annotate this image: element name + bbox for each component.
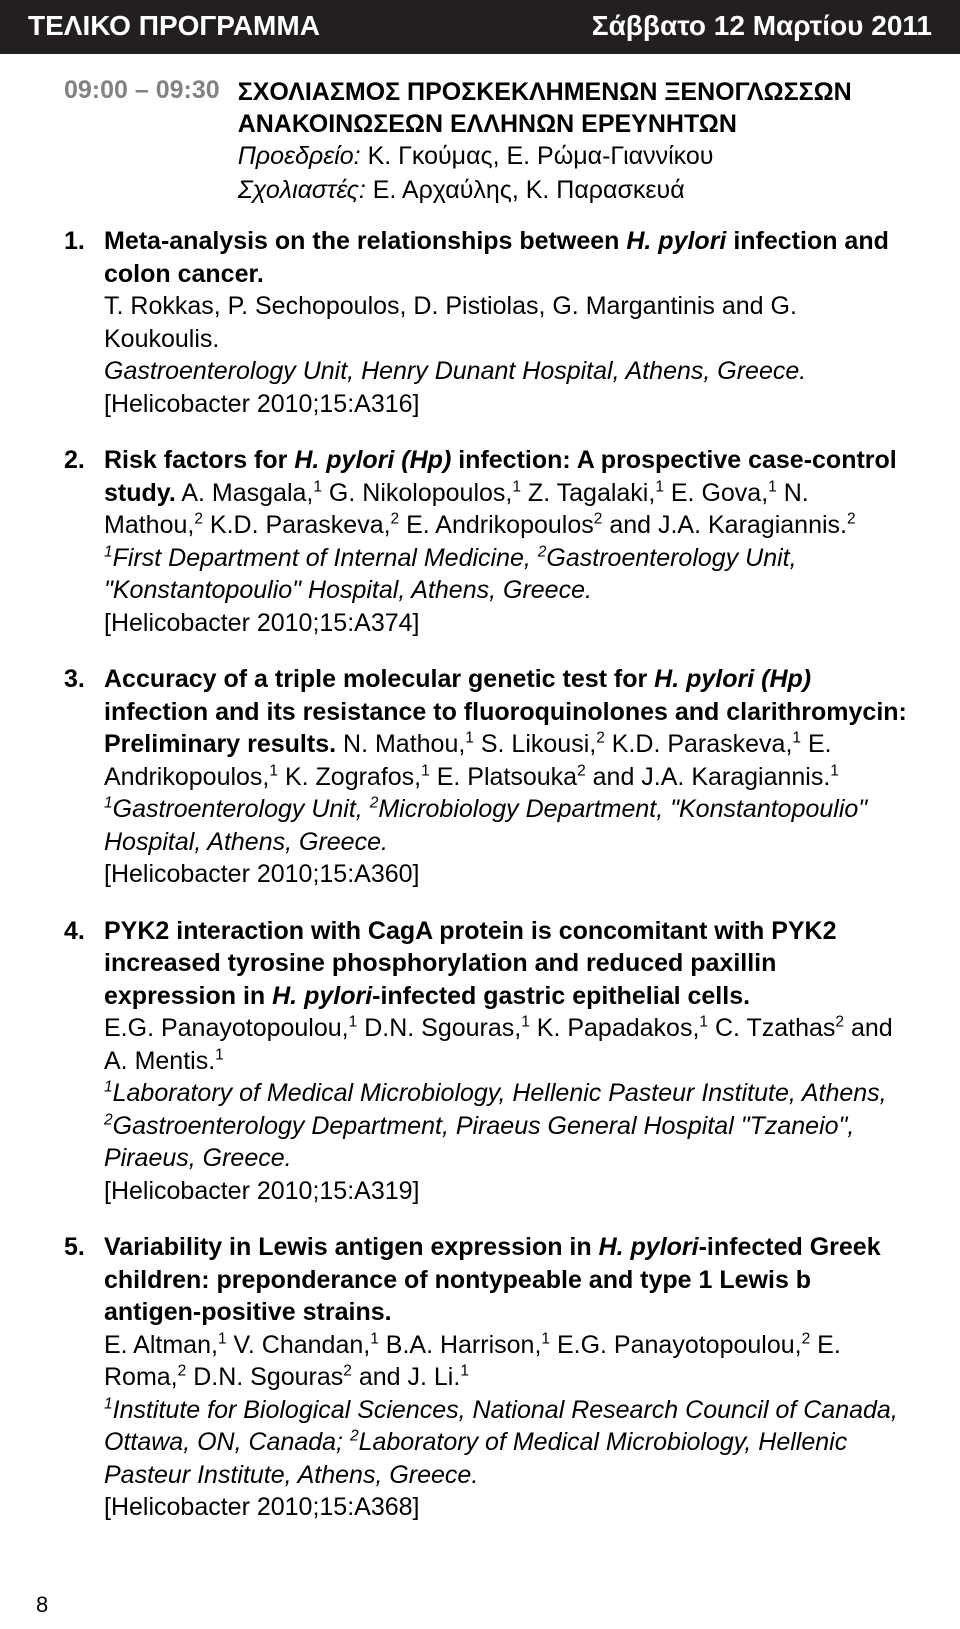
- session-title-line2: ΑΝΑΚΟΙΝΩΣΕΩΝ ΕΛΛΗΝΩΝ ΕΡΕΥΝΗΤΩΝ: [238, 108, 852, 140]
- session-title-line1: ΣΧΟΛΙΑΣΜΟΣ ΠΡΟΣΚΕΚΛΗΜΕΝΩΝ ΞΕΝΟΓΛΩΣΣΩΝ: [238, 76, 852, 108]
- item-affiliation: 1Gastroenterology Unit, 2Microbiology De…: [104, 795, 867, 856]
- item-reference: [Helicobacter 2010;15:A374]: [104, 609, 420, 637]
- item-number: 4.: [64, 915, 98, 1208]
- session-info: ΣΧΟΛΙΑΣΜΟΣ ΠΡΟΣΚΕΚΛΗΜΕΝΩΝ ΞΕΝΟΓΛΩΣΣΩΝ ΑΝ…: [238, 76, 852, 207]
- header-right: Σάββατο 12 Μαρτίου 2011: [592, 10, 932, 42]
- item-title: PYK2 interaction with CagA protein is co…: [104, 917, 837, 1010]
- abstract-item: 1. Meta-analysis on the relationships be…: [64, 225, 914, 420]
- item-number: 2.: [64, 444, 98, 639]
- item-body: PYK2 interaction with CagA protein is co…: [104, 915, 914, 1208]
- abstract-list: 1. Meta-analysis on the relationships be…: [64, 225, 914, 1524]
- item-authors: T. Rokkas, P. Sechopoulos, D. Pistiolas,…: [104, 292, 797, 353]
- item-reference: [Helicobacter 2010;15:A319]: [104, 1177, 420, 1205]
- item-authors: E.G. Panayotopoulou,1 D.N. Sgouras,1 K. …: [104, 1014, 893, 1075]
- item-number: 3.: [64, 663, 98, 891]
- item-body: Meta-analysis on the relationships betwe…: [104, 225, 914, 420]
- item-affiliation: Gastroenterology Unit, Henry Dunant Hosp…: [104, 357, 806, 385]
- chair-line: Προεδρείο: Κ. Γκούμας, Ε. Ρώμα-Γιαννίκου: [238, 140, 852, 174]
- abstract-item: 4. PYK2 interaction with CagA protein is…: [64, 915, 914, 1208]
- page: ΤΕΛΙΚΟ ΠΡΟΓΡΑΜΜΑ Σάββατο 12 Μαρτίου 2011…: [0, 0, 960, 1629]
- item-body: Risk factors for H. pylori (Hp) infectio…: [104, 444, 914, 639]
- item-affiliation: 1Institute for Biological Sciences, Nati…: [104, 1396, 898, 1489]
- discussant-names: Ε. Αρχαύλης, Κ. Παρασκευά: [366, 176, 685, 204]
- session-header: 09:00 – 09:30 ΣΧΟΛΙΑΣΜΟΣ ΠΡΟΣΚΕΚΛΗΜΕΝΩΝ …: [64, 76, 914, 207]
- session-time: 09:00 – 09:30: [64, 76, 220, 207]
- discussant-line: Σχολιαστές: Ε. Αρχαύλης, Κ. Παρασκευά: [238, 174, 852, 208]
- item-body: Accuracy of a triple molecular genetic t…: [104, 663, 914, 891]
- item-reference: [Helicobacter 2010;15:A316]: [104, 390, 420, 418]
- item-authors: A. Masgala,1 G. Nikolopoulos,1 Z. Tagala…: [104, 479, 856, 540]
- header-bar: ΤΕΛΙΚΟ ΠΡΟΓΡΑΜΜΑ Σάββατο 12 Μαρτίου 2011: [0, 0, 960, 54]
- abstract-item: 2. Risk factors for H. pylori (Hp) infec…: [64, 444, 914, 639]
- item-affiliation: 1First Department of Internal Medicine, …: [104, 544, 797, 605]
- chair-label: Προεδρείο:: [238, 142, 361, 170]
- item-reference: [Helicobacter 2010;15:A360]: [104, 860, 420, 888]
- item-title: Meta-analysis on the relationships betwe…: [104, 227, 889, 288]
- chair-names: Κ. Γκούμας, Ε. Ρώμα-Γιαννίκου: [361, 142, 714, 170]
- page-number: 8: [36, 1592, 48, 1618]
- item-authors: E. Altman,1 V. Chandan,1 B.A. Harrison,1…: [104, 1331, 841, 1392]
- item-body: Variability in Lewis antigen expression …: [104, 1231, 914, 1524]
- item-number: 5.: [64, 1231, 98, 1524]
- header-left: ΤΕΛΙΚΟ ΠΡΟΓΡΑΜΜΑ: [28, 10, 320, 42]
- item-number: 1.: [64, 225, 98, 420]
- item-title: Variability in Lewis antigen expression …: [104, 1233, 881, 1326]
- abstract-item: 3. Accuracy of a triple molecular geneti…: [64, 663, 914, 891]
- item-affiliation: 1Laboratory of Medical Microbiology, Hel…: [104, 1079, 887, 1172]
- content: 09:00 – 09:30 ΣΧΟΛΙΑΣΜΟΣ ΠΡΟΣΚΕΚΛΗΜΕΝΩΝ …: [0, 54, 960, 1524]
- abstract-item: 5. Variability in Lewis antigen expressi…: [64, 1231, 914, 1524]
- item-reference: [Helicobacter 2010;15:A368]: [104, 1493, 420, 1521]
- discussant-label: Σχολιαστές:: [238, 176, 366, 204]
